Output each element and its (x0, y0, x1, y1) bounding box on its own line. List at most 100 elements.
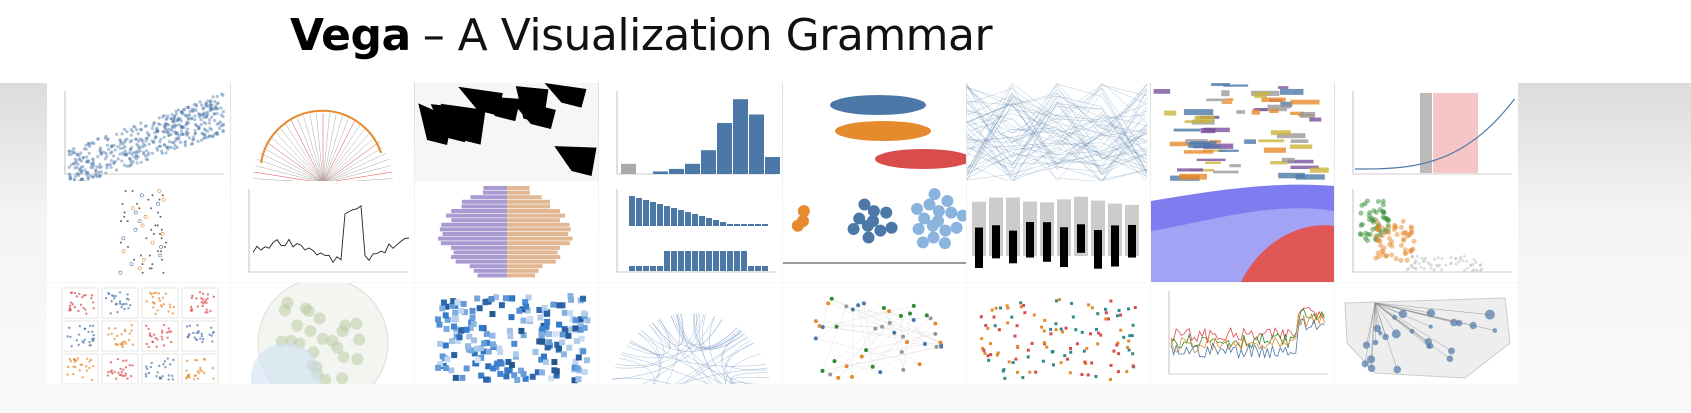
thumb-dot (208, 134, 212, 138)
gallery-thumbnail[interactable] (967, 83, 1150, 184)
thumb-dot (105, 166, 109, 170)
gallery-thumbnail[interactable] (783, 83, 966, 184)
thumb-dot (1466, 266, 1470, 270)
gallery-thumbnail[interactable] (599, 283, 782, 384)
thumb-dot (110, 150, 114, 154)
thumb-line (967, 134, 1148, 181)
thumb-dot (939, 224, 952, 237)
thumb-dot (97, 170, 101, 174)
thumb-dot (169, 132, 173, 137)
gallery-thumbnail[interactable] (47, 283, 230, 384)
thumb-dot (1398, 257, 1404, 263)
thumbnail-graphic (251, 283, 389, 384)
thumb-dot (214, 106, 218, 110)
thumb-cell (1127, 348, 1131, 352)
thumb-frame (181, 320, 219, 352)
thumb-dot (202, 120, 206, 125)
gallery-thumbnail[interactable] (599, 181, 782, 282)
thumb-dot (144, 124, 148, 128)
thumb-county (512, 351, 519, 358)
thumb-dot (73, 358, 77, 361)
thumb-dot (350, 317, 363, 330)
thumb-dot (73, 150, 77, 155)
gallery-thumbnail[interactable] (967, 181, 1150, 282)
gallery-thumbnail[interactable] (783, 181, 966, 282)
thumb-dot (131, 364, 134, 367)
thumb-bar (507, 218, 560, 223)
thumb-dot (161, 194, 164, 197)
thumb-dot (208, 109, 212, 113)
thumb-dot (158, 140, 162, 144)
thumb-dot (1375, 237, 1381, 243)
thumb-cell (1069, 350, 1073, 354)
thumb-dot (204, 104, 209, 109)
thumb-node (887, 320, 892, 325)
thumb-dot (176, 119, 180, 123)
thumb-dot (67, 326, 71, 330)
thumb-county (553, 372, 560, 379)
thumb-edge (721, 331, 768, 371)
gallery-thumbnail[interactable] (1151, 83, 1334, 184)
thumb-dot (86, 357, 89, 361)
thumb-dot (199, 337, 202, 340)
gallery-thumbnail[interactable] (783, 283, 966, 384)
gallery-thumbnail[interactable] (231, 83, 414, 184)
thumb-dot (187, 136, 191, 140)
thumb-dot (1383, 253, 1389, 259)
gallery-thumbnail[interactable] (599, 83, 782, 184)
thumb-dot (1358, 210, 1364, 216)
thumb-dot (140, 223, 145, 228)
thumb-dot (156, 122, 161, 126)
gallery-thumbnail[interactable] (967, 283, 1150, 384)
thumb-bar (720, 251, 726, 271)
thumbnail-graphic (1168, 291, 1328, 375)
thumb-cell (1104, 311, 1108, 315)
thumb-county (580, 295, 587, 302)
thumb-bar (699, 251, 705, 271)
gallery-thumbnail[interactable] (1335, 83, 1518, 184)
thumb-edge (852, 309, 901, 317)
thumb-dot (200, 103, 204, 107)
thumb-county (466, 333, 473, 340)
thumb-land (1344, 297, 1511, 379)
gallery-thumbnail[interactable] (231, 181, 414, 282)
thumb-cell (1022, 303, 1026, 307)
thumb-county (442, 342, 449, 349)
gallery-thumbnail[interactable] (1151, 181, 1334, 282)
gallery-thumbnail[interactable] (415, 283, 598, 384)
thumb-edge (834, 360, 881, 373)
thumb-bar (629, 266, 635, 271)
thumb-dot (67, 152, 71, 157)
thumb-dot (189, 142, 194, 146)
gallery-thumbnail[interactable] (47, 181, 230, 282)
gallery-thumbnail[interactable] (1335, 283, 1518, 384)
thumb-cell (1006, 321, 1010, 325)
thumb-dot (151, 295, 155, 299)
thumb-line (967, 153, 1148, 179)
thumb-dot (1419, 265, 1423, 269)
gallery-thumbnail[interactable] (47, 83, 230, 184)
thumb-dot (184, 130, 188, 134)
thumb-line (967, 87, 1148, 168)
thumb-dot (141, 145, 145, 149)
thumb-dot (216, 132, 220, 136)
thumb-edge (676, 314, 712, 384)
thumb-dot (166, 123, 170, 127)
thumb-dot (791, 219, 804, 232)
thumbnail-graphic (1151, 184, 1334, 282)
gallery-thumbnail[interactable] (415, 83, 598, 184)
thumb-dot (162, 363, 165, 366)
thumb-node (864, 348, 869, 353)
thumb-dot (147, 142, 151, 146)
thumb-dot (119, 142, 123, 146)
gallery-thumbnail[interactable] (1335, 181, 1518, 282)
thumb-dot (142, 152, 146, 156)
gallery-thumbnail[interactable] (415, 181, 598, 282)
gallery-thumbnail[interactable] (231, 283, 414, 384)
thumb-dot (80, 177, 84, 182)
thumb-dot (161, 258, 164, 261)
thumb-dot (72, 177, 76, 181)
gallery-thumbnail[interactable] (1151, 283, 1334, 384)
thumb-dot (176, 118, 180, 122)
thumb-word (1205, 161, 1221, 164)
